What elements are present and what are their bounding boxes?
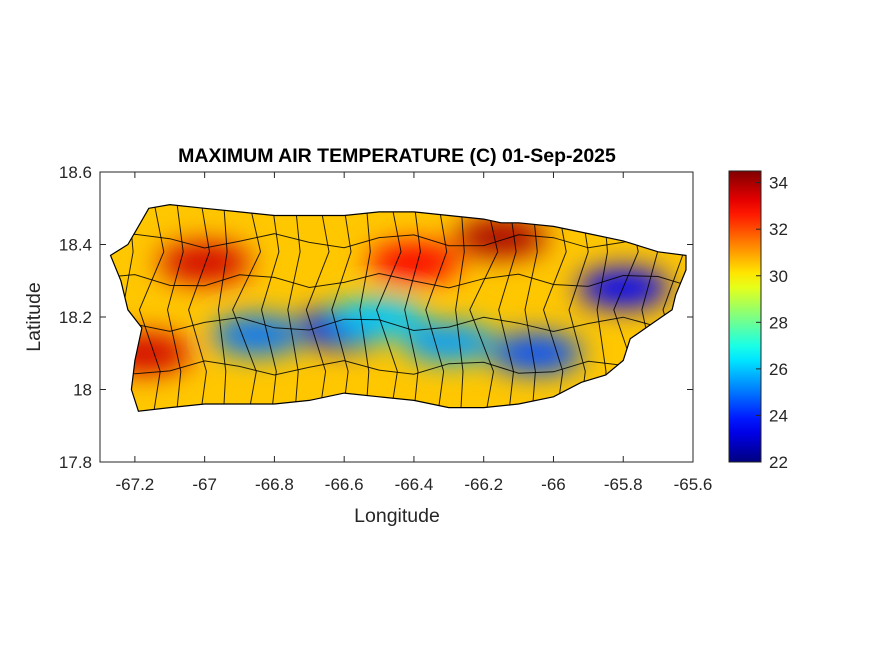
- y-tick-label: 17.8: [59, 453, 92, 472]
- y-axis-label: Latitude: [23, 282, 45, 351]
- x-tick-label: -66.8: [255, 475, 294, 494]
- municipality-boundary: [469, 204, 499, 412]
- colorbar-tick-label: 30: [769, 267, 788, 286]
- municipality-boundary: [138, 204, 165, 412]
- colorbar-tick-label: 32: [769, 220, 788, 239]
- colorbar-tick-label: 28: [769, 313, 788, 332]
- x-tick-label: -65.8: [604, 475, 643, 494]
- temperature-hotspot: [158, 242, 251, 283]
- municipality-boundary: [425, 204, 448, 412]
- y-tick-label: 18.2: [59, 308, 92, 327]
- municipality-boundary: [404, 204, 421, 412]
- municipality-boundary: [498, 204, 517, 412]
- chart-title: MAXIMUM AIR TEMPERATURE (C) 01-Sep-2025: [178, 145, 616, 167]
- colorbar-tick-label: 34: [769, 174, 788, 193]
- municipality-boundary: [110, 360, 686, 376]
- municipality-boundary: [524, 204, 538, 412]
- y-tick-label: 18.6: [59, 163, 92, 182]
- municipality-boundary: [287, 204, 301, 412]
- x-tick-label: -65.6: [674, 475, 713, 494]
- x-axis-ticks: -67.2 -67 -66.8 -66.6 -66.4 -66.2 -66 -65.8 -65.…: [116, 172, 713, 494]
- colorbar-tick-label: 26: [769, 360, 788, 379]
- municipality-boundary: [110, 233, 686, 249]
- x-tick-label: -66.4: [395, 475, 434, 494]
- x-tick-label: -67.2: [116, 475, 155, 494]
- y-tick-label: 18: [73, 381, 92, 400]
- x-tick-label: -66: [541, 475, 566, 494]
- island-coastline: [109, 203, 687, 412]
- municipality-boundary: [260, 204, 280, 412]
- colorbar-ticks: 22 24 26 28 30 32 34: [756, 174, 788, 472]
- municipality-boundary: [110, 272, 686, 289]
- y-axis-ticks: 17.8 18 18.2 18.4 18.6: [59, 163, 693, 472]
- colorbar-tick-label: 24: [769, 406, 788, 425]
- x-tick-label: -66.2: [464, 475, 503, 494]
- municipality-boundary: [331, 204, 352, 412]
- municipality-boundary: [542, 204, 567, 412]
- municipality-boundary: [166, 204, 184, 412]
- x-axis-label: Longitude: [354, 505, 440, 527]
- temperature-hotspot: [210, 315, 303, 356]
- temperature-hotspot: [455, 217, 548, 258]
- colorbar-tick-label: 22: [769, 453, 788, 472]
- temperature-hotspot: [367, 242, 460, 283]
- municipality-boundary: [217, 204, 228, 412]
- x-tick-label: -67: [192, 475, 217, 494]
- temperature-hotspot: [490, 333, 583, 374]
- municipality-boundary: [110, 316, 686, 333]
- colorbar: [728, 170, 762, 463]
- y-tick-label: 18.4: [59, 236, 92, 255]
- x-tick-label: -66.6: [325, 475, 364, 494]
- municipality-boundary: [455, 204, 465, 412]
- municipality-boundary: [188, 204, 211, 412]
- municipality-boundary: [359, 204, 371, 412]
- municipality-boundary: [376, 204, 402, 412]
- temperature-hotspot: [402, 322, 495, 363]
- municipality-boundary: [232, 204, 262, 412]
- municipality-boundary: [305, 204, 330, 412]
- island-heatmap: [109, 203, 687, 412]
